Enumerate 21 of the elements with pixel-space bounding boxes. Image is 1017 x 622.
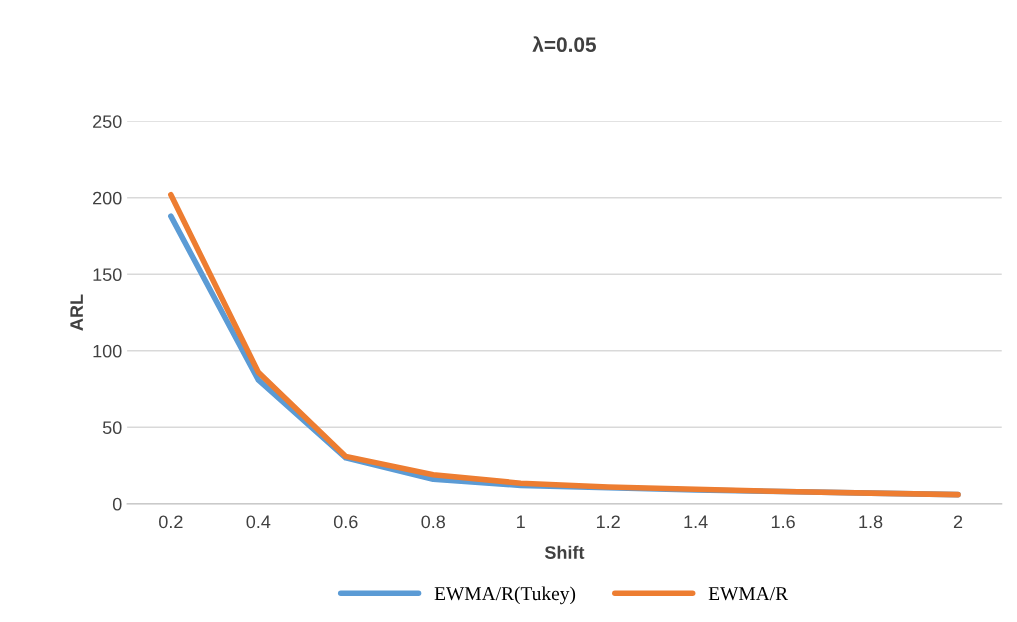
y-tick-label: 200 xyxy=(93,191,122,205)
x-tick-label: 0.2 xyxy=(159,515,183,529)
legend-label: EWMA/R(Tukey) xyxy=(434,586,576,605)
x-tick-label: 0.4 xyxy=(246,515,271,529)
x-tick-label: 1.4 xyxy=(684,515,708,529)
x-axis-title: Shift xyxy=(544,545,585,559)
legend-label: EWMA/R xyxy=(708,587,789,601)
y-tick-label: 100 xyxy=(93,344,122,358)
y-tick-label: 150 xyxy=(93,268,122,282)
x-tick-label: 1.2 xyxy=(596,515,620,529)
x-tick-label: 0.8 xyxy=(421,515,446,529)
x-tick-label: 1.6 xyxy=(771,515,795,529)
y-axis-title: ARL xyxy=(70,294,83,331)
x-tick-label: 1 xyxy=(517,515,525,529)
x-tick-label: 1.8 xyxy=(859,515,883,529)
y-tick-label: 0 xyxy=(112,497,122,511)
y-tick-label: 50 xyxy=(102,421,122,435)
y-tick-label: 250 xyxy=(93,115,122,129)
chart-title: λ=0.05 xyxy=(532,36,597,53)
x-tick-label: 2 xyxy=(953,515,963,529)
x-tick-label: 0.6 xyxy=(333,515,358,529)
